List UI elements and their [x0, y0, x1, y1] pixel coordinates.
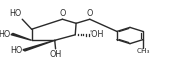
- Text: HO: HO: [0, 30, 11, 39]
- Text: HO: HO: [10, 46, 23, 55]
- Text: HO: HO: [9, 9, 21, 18]
- Text: OH: OH: [49, 50, 62, 59]
- Polygon shape: [23, 40, 55, 51]
- Text: O: O: [87, 9, 93, 18]
- Polygon shape: [11, 33, 32, 40]
- Text: 'OH: 'OH: [89, 30, 104, 39]
- Text: CH₃: CH₃: [136, 48, 150, 54]
- Text: O: O: [59, 9, 66, 18]
